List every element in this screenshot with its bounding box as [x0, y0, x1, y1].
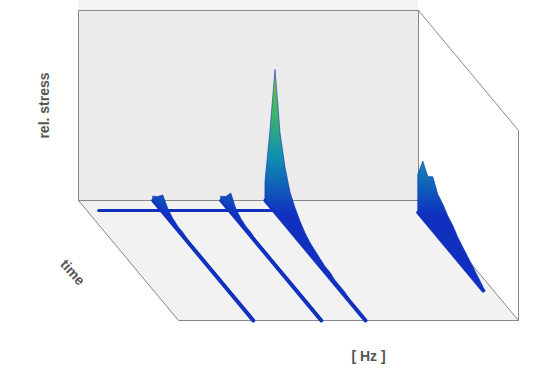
svg-text:[ Hz ]: [ Hz ]: [351, 348, 385, 364]
svg-text:rel. stress: rel. stress: [36, 72, 52, 138]
svg-text:time: time: [57, 256, 88, 288]
